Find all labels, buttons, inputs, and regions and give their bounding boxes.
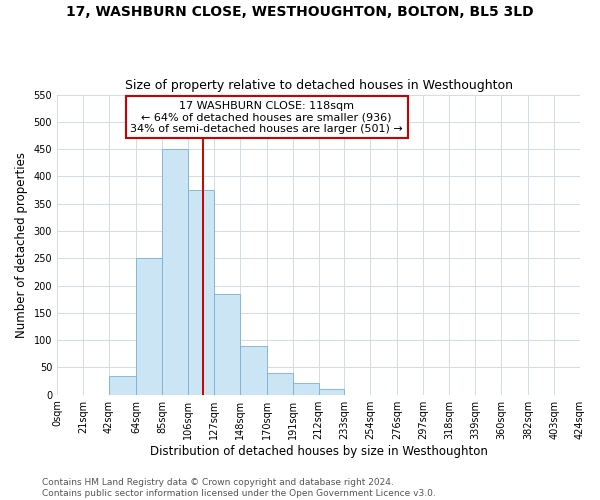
Bar bbox=[214, 294, 239, 394]
Bar bbox=[239, 346, 267, 395]
Bar bbox=[319, 390, 344, 394]
X-axis label: Distribution of detached houses by size in Westhoughton: Distribution of detached houses by size … bbox=[149, 444, 487, 458]
Text: Contains HM Land Registry data © Crown copyright and database right 2024.
Contai: Contains HM Land Registry data © Crown c… bbox=[42, 478, 436, 498]
Bar bbox=[293, 382, 319, 394]
Text: 17, WASHBURN CLOSE, WESTHOUGHTON, BOLTON, BL5 3LD: 17, WASHBURN CLOSE, WESTHOUGHTON, BOLTON… bbox=[66, 5, 534, 19]
Bar bbox=[162, 149, 188, 394]
Text: 17 WASHBURN CLOSE: 118sqm
← 64% of detached houses are smaller (936)
34% of semi: 17 WASHBURN CLOSE: 118sqm ← 64% of detac… bbox=[130, 100, 403, 134]
Bar bbox=[267, 373, 293, 394]
Title: Size of property relative to detached houses in Westhoughton: Size of property relative to detached ho… bbox=[125, 79, 512, 92]
Y-axis label: Number of detached properties: Number of detached properties bbox=[15, 152, 28, 338]
Bar bbox=[136, 258, 162, 394]
Bar bbox=[188, 190, 214, 394]
Bar bbox=[109, 376, 136, 394]
